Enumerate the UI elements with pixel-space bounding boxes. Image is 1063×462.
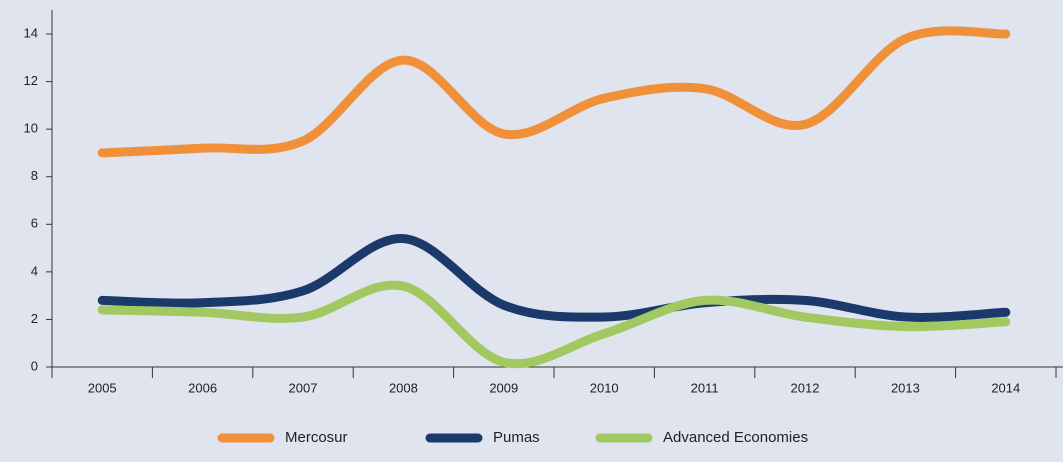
y-tick-label: 4 [31,263,38,278]
y-tick-label: 0 [31,358,38,373]
x-tick-label: 2010 [590,380,619,395]
x-tick-label: 2007 [289,380,318,395]
x-tick-label: 2013 [891,380,920,395]
line-series [97,280,1011,369]
line-series [97,234,1011,322]
legend-label: Mercosur [285,429,348,446]
y-tick-label: 8 [31,168,38,183]
legend-label: Pumas [493,429,540,446]
y-tick-label: 12 [24,73,38,88]
line-series [97,26,1011,158]
legend-label: Advanced Economies [663,429,808,446]
x-tick-label: 2009 [489,380,518,395]
x-tick-label: 2012 [791,380,820,395]
x-tick-label: 2008 [389,380,418,395]
x-tick-label: 2014 [991,380,1020,395]
y-tick-label: 6 [31,216,38,231]
y-tick-label: 10 [24,121,38,136]
legend: Mercosur Pumas Advanced Economies [217,429,808,446]
y-tick-label: 2 [31,311,38,326]
x-tick-label: 2005 [88,380,117,395]
y-tick-label: 14 [24,25,38,40]
x-tick-label: 2006 [188,380,217,395]
x-tick-label: 2011 [691,380,719,395]
